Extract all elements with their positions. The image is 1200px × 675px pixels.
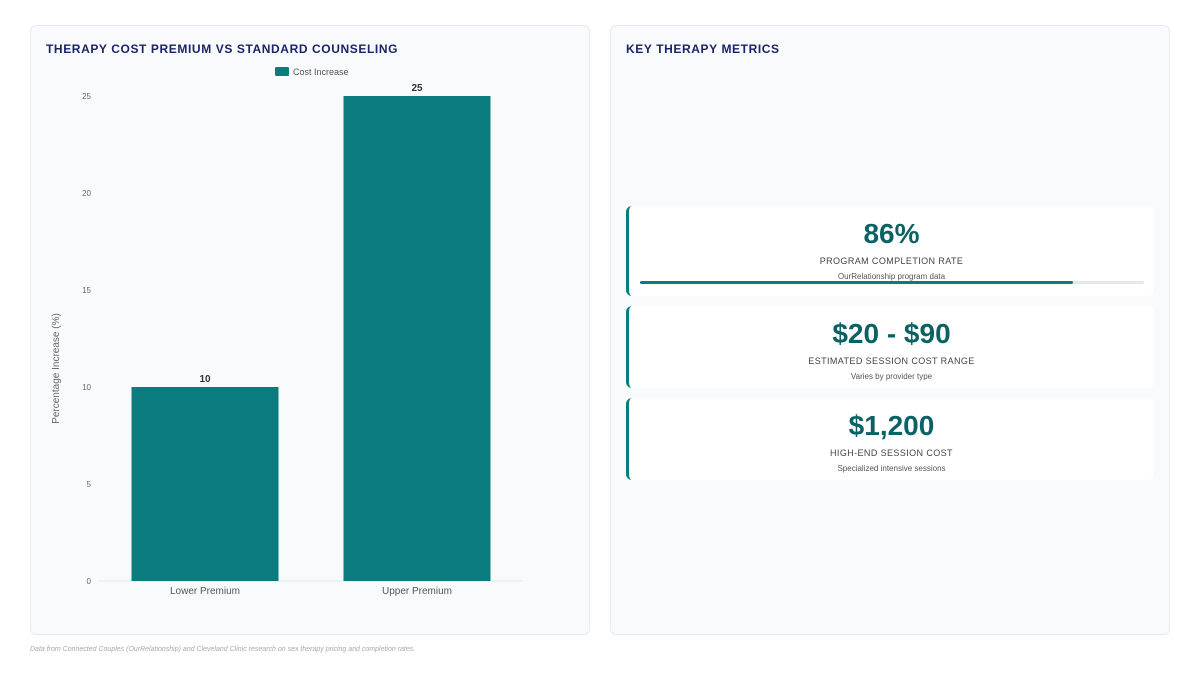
y-tick-label: 15 (82, 286, 91, 295)
completion-rate-label: PROGRAM COMPLETION RATE (819, 256, 964, 266)
session-cost-range-note: Varies by provider type (850, 372, 933, 381)
y-tick-label: 10 (82, 383, 91, 392)
x-tick-label: Lower Premium (170, 586, 240, 597)
completion-progress-fill (640, 281, 1074, 284)
y-axis-label: Percentage Increase (%) (51, 313, 62, 424)
legend-swatch (275, 67, 289, 76)
metric-card-completion-rate: 86% PROGRAM COMPLETION RATE OurRelations… (626, 206, 1154, 296)
x-tick-label: Upper Premium (382, 586, 452, 597)
high-end-cost-value: $1,200 (848, 410, 935, 441)
high-end-cost-label: HIGH-END SESSION COST (830, 448, 953, 458)
bar-lower-premium (131, 387, 279, 581)
metrics-title: KEY THERAPY METRICS (626, 42, 780, 56)
metric-card-session-cost-range: $20 - $90 ESTIMATED SESSION COST RANGE V… (626, 306, 1154, 388)
y-tick-label: 0 (87, 577, 92, 586)
legend-label: Cost Increase (293, 67, 349, 77)
bar-upper-premium (343, 96, 491, 581)
completion-progress-bar (640, 281, 1144, 284)
y-tick-label: 25 (82, 92, 91, 101)
session-cost-range-value: $20 - $90 (832, 318, 951, 349)
y-tick-label: 20 (82, 189, 91, 198)
cost-premium-panel: THERAPY COST PREMIUM VS STANDARD COUNSEL… (30, 25, 590, 635)
source-footnote: Data from Connected Couples (OurRelation… (30, 646, 416, 653)
high-end-cost-note: Specialized intensive sessions (837, 464, 946, 473)
data-label: 25 (411, 83, 423, 94)
session-cost-range-label: ESTIMATED SESSION COST RANGE (808, 356, 975, 366)
completion-rate-value: 86% (863, 218, 920, 249)
data-label: 10 (199, 374, 211, 385)
bar-chart: 0 5 10 15 20 25 Percentage Increase (%) Cost In… (51, 67, 523, 597)
completion-rate-source: OurRelationship program data (837, 272, 946, 281)
y-tick-label: 5 (87, 480, 92, 489)
key-metrics-panel: KEY THERAPY METRICS 86% PROGRAM COMPLETI… (610, 25, 1170, 635)
metric-card-high-end-cost: $1,200 HIGH-END SESSION COST Specialized… (626, 398, 1154, 480)
chart-title: THERAPY COST PREMIUM VS STANDARD COUNSEL… (46, 42, 399, 56)
